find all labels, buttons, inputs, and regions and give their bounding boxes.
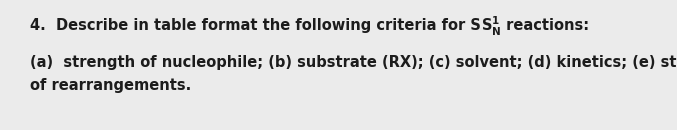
Text: $\mathregular{S}_{\mathregular{N}}^{\mathregular{1}}$: $\mathregular{S}_{\mathregular{N}}^{\mat…	[481, 15, 501, 38]
Text: reactions:: reactions:	[501, 18, 590, 33]
Text: (a)  strength of nucleophile; (b) substrate (RX); (c) solvent; (d) kinetics; (e): (a) strength of nucleophile; (b) substra…	[30, 55, 677, 70]
Text: 4.  Describe in table format the following criteria for S: 4. Describe in table format the followin…	[30, 18, 481, 33]
Text: of rearrangements.: of rearrangements.	[30, 78, 191, 93]
